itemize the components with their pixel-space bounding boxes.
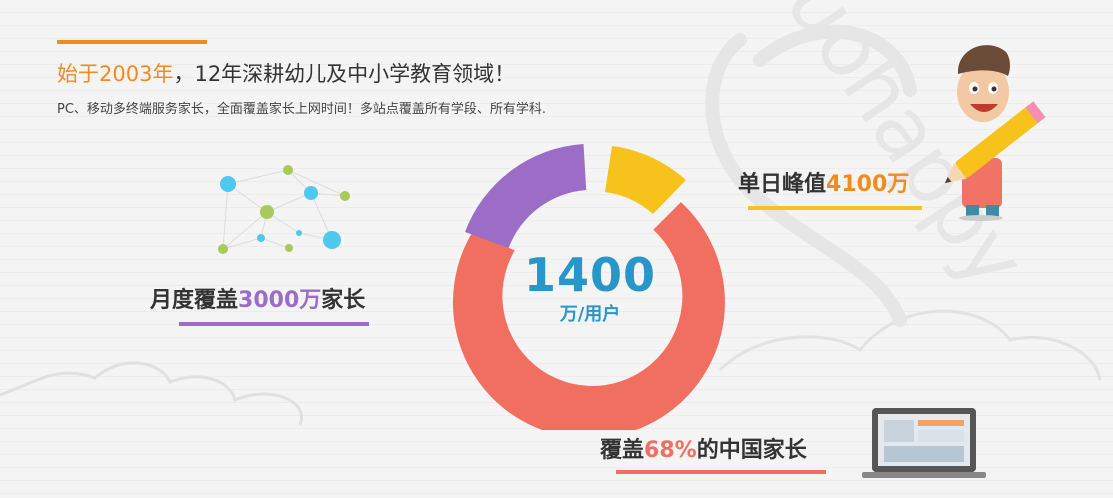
center-user-unit: 万/用户 xyxy=(559,304,621,325)
subline: PC、移动多终端服务家长，全面覆盖家长上网时间！多站点覆盖所有学段、所有学科. xyxy=(57,102,547,117)
cartoon-person-illustration xyxy=(944,45,1046,221)
headline-rest: ，12年深耕幼儿及中小学教育领域！ xyxy=(173,62,516,86)
headline-accent-bar xyxy=(57,40,207,44)
cloud-right-outline xyxy=(718,309,1102,381)
monthly-coverage-stat: 月度覆盖3000万家长 xyxy=(150,282,365,314)
monthly-number: 3000万 xyxy=(238,288,322,313)
parent-coverage-stat: 覆盖68%的中国家长 xyxy=(600,432,807,464)
laptop-illustration xyxy=(862,408,986,478)
peak-accent-bar xyxy=(748,206,922,210)
cloud-left-outline xyxy=(0,361,304,426)
coverage-prefix: 覆盖 xyxy=(600,438,645,463)
network-icon xyxy=(218,165,350,254)
coverage-accent-bar xyxy=(616,470,826,474)
peak-number: 4100万 xyxy=(826,172,910,197)
daily-peak-stat: 单日峰值4100万 xyxy=(738,166,909,198)
donut-segment-red xyxy=(453,202,725,430)
coverage-donut-chart xyxy=(453,144,725,430)
coverage-suffix: 的中国家长 xyxy=(696,438,807,463)
donut-segment-purple xyxy=(465,144,587,248)
center-user-number: 1400 xyxy=(523,248,657,302)
heart-outline xyxy=(705,24,917,327)
headline-highlight: 始于2003年 xyxy=(57,62,174,86)
donut-segment-yellow xyxy=(605,146,686,214)
peak-prefix: 单日峰值 xyxy=(738,172,827,197)
coverage-number: 68% xyxy=(644,438,697,463)
headline: 始于2003年，12年深耕幼儿及中小学教育领域！ xyxy=(57,58,515,88)
monthly-prefix: 月度覆盖 xyxy=(150,288,239,313)
monthly-suffix: 家长 xyxy=(321,288,366,313)
monthly-accent-bar xyxy=(179,322,369,326)
